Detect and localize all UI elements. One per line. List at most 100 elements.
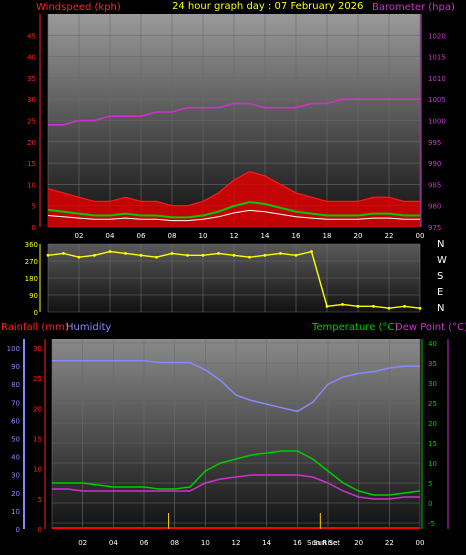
direction-point — [387, 306, 391, 310]
direction-point — [124, 252, 127, 255]
humidity-tick-label: 100 — [7, 345, 20, 353]
climate-x-tick-label: 06 — [140, 539, 149, 547]
direction-point — [403, 304, 406, 308]
direction-point — [62, 252, 65, 255]
direction-point — [341, 303, 344, 306]
rainfall-tick-label: 20 — [33, 405, 42, 413]
wind-x-tick-label: 04 — [106, 232, 115, 240]
direction-point — [217, 252, 220, 255]
direction-tick-label: 180 — [25, 275, 38, 283]
direction-tick-label: 360 — [25, 241, 38, 249]
compass-label: S — [437, 271, 443, 282]
wind-x-tick-label: 22 — [385, 232, 394, 240]
temperature-tick-label: 35 — [428, 360, 437, 368]
barometer-tick-label: 1020 — [428, 32, 446, 40]
wind-tick-label: 35 — [27, 75, 36, 83]
climate-x-tick-label: 14 — [262, 539, 271, 547]
barometer-tick-label: 1015 — [428, 54, 446, 62]
wind-tick-label: 30 — [27, 96, 36, 104]
barometer-tick-label: 1000 — [428, 118, 446, 126]
graph-title: 24 hour graph day : 07 February 2026 — [172, 1, 363, 12]
direction-point — [248, 255, 251, 259]
wind-x-tick-label: 20 — [354, 232, 363, 240]
barometer-axis-label: Barometer (hpa) — [372, 2, 455, 13]
direction-point — [108, 250, 112, 253]
direction-point — [139, 253, 143, 257]
climate-panel-grid — [51, 339, 421, 529]
wind-x-tick-label: 02 — [75, 232, 84, 240]
wind-lull-line — [47, 209, 420, 222]
temperature-tick-label: 5 — [428, 480, 432, 488]
humidity-tick-label: 0 — [16, 526, 20, 534]
direction-point — [418, 306, 422, 310]
wind-x-tick-label: 08 — [168, 232, 177, 240]
barometer-tick-label: 1010 — [428, 75, 446, 83]
temperature-tick-label: 10 — [428, 460, 437, 468]
sun-rise-label: Sun Rise — [307, 539, 337, 547]
wind-barometer-series — [47, 98, 420, 227]
direction-tick-label: 0 — [34, 309, 38, 317]
direction-point — [46, 253, 50, 257]
climate-x-tick-label: 08 — [170, 539, 179, 547]
temperature-axis-label: Temperature (°C) — [311, 322, 398, 333]
wind-tick-label: 20 — [27, 139, 36, 147]
temperature-tick-label: 25 — [428, 400, 437, 408]
wind-x-tick-label: 16 — [292, 232, 301, 240]
wind-tick-label: 40 — [27, 54, 36, 62]
sun-set-label: Sun Set — [313, 539, 340, 547]
climate-x-tick-label: 12 — [232, 539, 241, 547]
direction-series — [46, 250, 422, 310]
rainfall-tick-label: 5 — [38, 496, 42, 504]
rainfall-tick-label: 15 — [33, 436, 42, 444]
wind-average-line — [47, 201, 420, 219]
humidity-tick-label: 90 — [11, 363, 20, 371]
compass-label: E — [437, 287, 443, 298]
wind-tick-label: 45 — [27, 32, 36, 40]
direction-tick-label: 270 — [25, 258, 38, 266]
direction-point — [263, 253, 267, 257]
barometer-tick-label: 975 — [428, 224, 441, 232]
dewpoint-axis-label: Dew Point (°C) — [395, 322, 466, 333]
temperature-tick-label: 20 — [428, 420, 437, 428]
climate-series — [52, 359, 421, 529]
humidity-tick-label: 10 — [11, 508, 20, 516]
direction-point — [325, 304, 329, 308]
direction-point — [93, 253, 96, 257]
wind-tick-label: 10 — [27, 181, 36, 189]
direction-point — [170, 252, 174, 255]
wind-tick-label: 0 — [32, 224, 36, 232]
direction-panel-grid — [47, 243, 421, 313]
humidity-line — [52, 359, 420, 413]
wind-x-tick-label: 10 — [199, 232, 208, 240]
humidity-tick-label: 70 — [11, 399, 20, 407]
direction-panel-ticks: 0 90 180 270 360 — [25, 241, 41, 317]
wind-x-tick-label: 00 — [416, 232, 425, 240]
temperature-tick-label: 0 — [428, 500, 432, 508]
climate-x-tick-label: 02 — [78, 539, 87, 547]
wind-x-tick-label: 12 — [230, 232, 239, 240]
temperature-tick-label: -5 — [428, 520, 435, 528]
compass-label: N — [437, 239, 444, 250]
direction-point — [186, 253, 189, 257]
compass-label: W — [437, 255, 447, 266]
windspeed-axis-label: Windspeed (kph) — [36, 2, 121, 13]
direction-point — [201, 253, 205, 257]
temperature-tick-label: 40 — [428, 340, 437, 348]
climate-x-tick-label: 22 — [385, 539, 394, 547]
rainfall-tick-label: 0 — [38, 526, 42, 534]
barometer-tick-label: 990 — [428, 160, 441, 168]
wind-x-tick-label: 18 — [323, 232, 332, 240]
rainfall-tick-label: 30 — [33, 345, 42, 353]
climate-panel-ticks: 0102030405060708090100051015202530-50510… — [7, 339, 449, 547]
rainfall-tick-label: 25 — [33, 375, 42, 383]
direction-point — [232, 253, 236, 257]
barometer-line — [48, 98, 420, 126]
direction-point — [155, 255, 158, 259]
climate-x-tick-label: 20 — [354, 539, 363, 547]
barometer-tick-label: 985 — [428, 181, 441, 189]
temperature-tick-label: 30 — [428, 380, 437, 388]
direction-tick-label: 90 — [29, 292, 38, 300]
direction-point — [77, 255, 81, 259]
